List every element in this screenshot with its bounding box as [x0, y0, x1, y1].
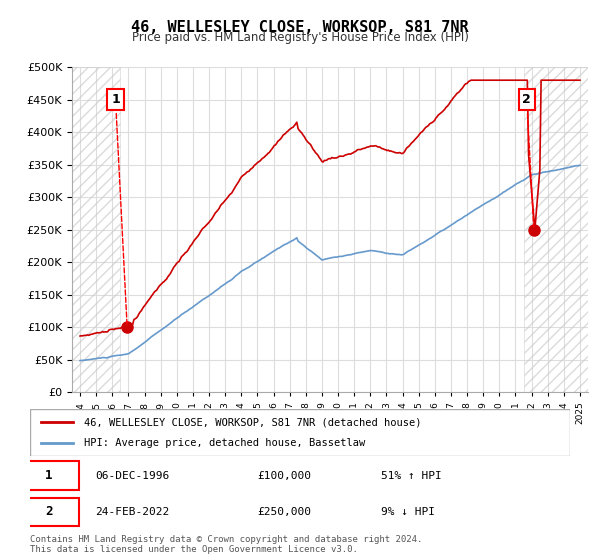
- Text: 06-DEC-1996: 06-DEC-1996: [95, 470, 169, 480]
- Text: 9% ↓ HPI: 9% ↓ HPI: [381, 507, 435, 517]
- Text: Contains HM Land Registry data © Crown copyright and database right 2024.
This d: Contains HM Land Registry data © Crown c…: [30, 535, 422, 554]
- Text: 46, WELLESLEY CLOSE, WORKSOP, S81 7NR: 46, WELLESLEY CLOSE, WORKSOP, S81 7NR: [131, 20, 469, 35]
- FancyBboxPatch shape: [19, 498, 79, 526]
- Text: 1: 1: [45, 469, 53, 482]
- Text: 2: 2: [45, 506, 53, 519]
- FancyBboxPatch shape: [19, 461, 79, 490]
- Text: 51% ↑ HPI: 51% ↑ HPI: [381, 470, 442, 480]
- Text: £250,000: £250,000: [257, 507, 311, 517]
- Text: 2: 2: [523, 93, 533, 227]
- Text: £100,000: £100,000: [257, 470, 311, 480]
- Text: 46, WELLESLEY CLOSE, WORKSOP, S81 7NR (detached house): 46, WELLESLEY CLOSE, WORKSOP, S81 7NR (d…: [84, 417, 421, 427]
- Text: 24-FEB-2022: 24-FEB-2022: [95, 507, 169, 517]
- Text: Price paid vs. HM Land Registry's House Price Index (HPI): Price paid vs. HM Land Registry's House …: [131, 31, 469, 44]
- Text: 1: 1: [111, 93, 127, 324]
- Text: HPI: Average price, detached house, Bassetlaw: HPI: Average price, detached house, Bass…: [84, 438, 365, 448]
- FancyBboxPatch shape: [30, 409, 570, 456]
